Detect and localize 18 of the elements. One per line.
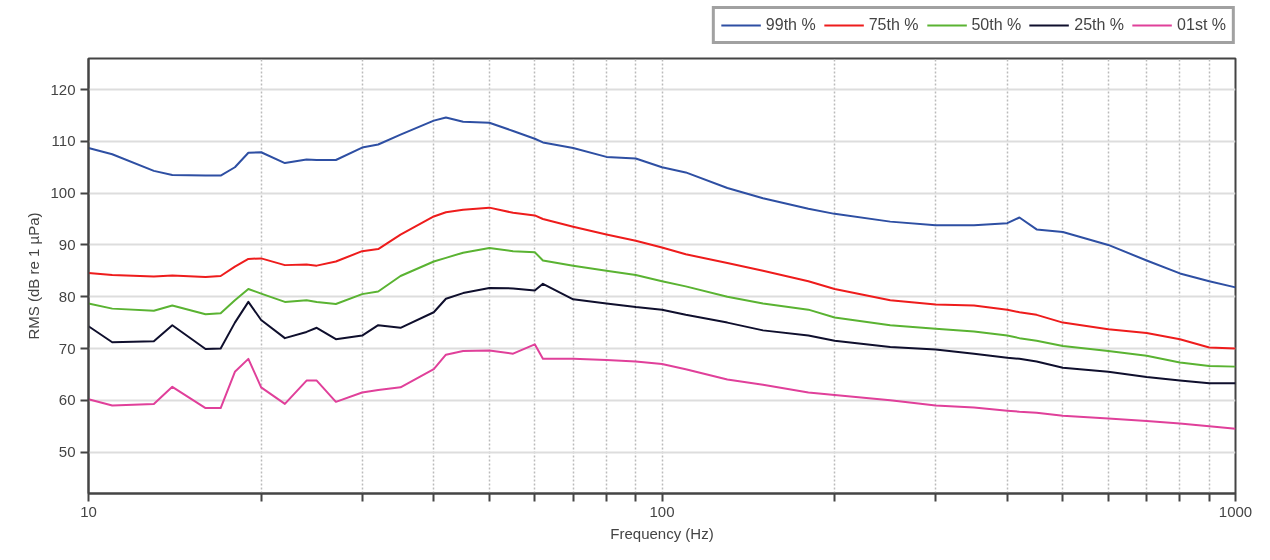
y-tick-label: 80 (58, 287, 76, 305)
legend-label: 01st % (1177, 16, 1226, 34)
x-tick-label: 10 (80, 502, 97, 520)
legend-label: 75th % (868, 16, 919, 34)
legend-label: 99th % (765, 16, 816, 34)
y-tick-label: 120 (50, 80, 76, 98)
x-axis-title: Frequency (Hz) (610, 524, 714, 542)
x-tick-label: 1000 (1218, 502, 1253, 520)
legend-label: 25th % (1074, 16, 1125, 34)
legend-label: 50th % (971, 16, 1022, 34)
y-tick-label: 50 (58, 443, 76, 461)
y-axis-title: RMS (dB re 1 µPa) (25, 212, 43, 340)
y-tick-label: 110 (51, 132, 76, 150)
y-tick-label: 70 (58, 339, 76, 357)
y-tick-label: 60 (58, 391, 76, 409)
y-tick-label: 90 (58, 235, 76, 253)
y-tick-label: 100 (50, 184, 76, 202)
x-tick-label: 100 (649, 502, 675, 520)
